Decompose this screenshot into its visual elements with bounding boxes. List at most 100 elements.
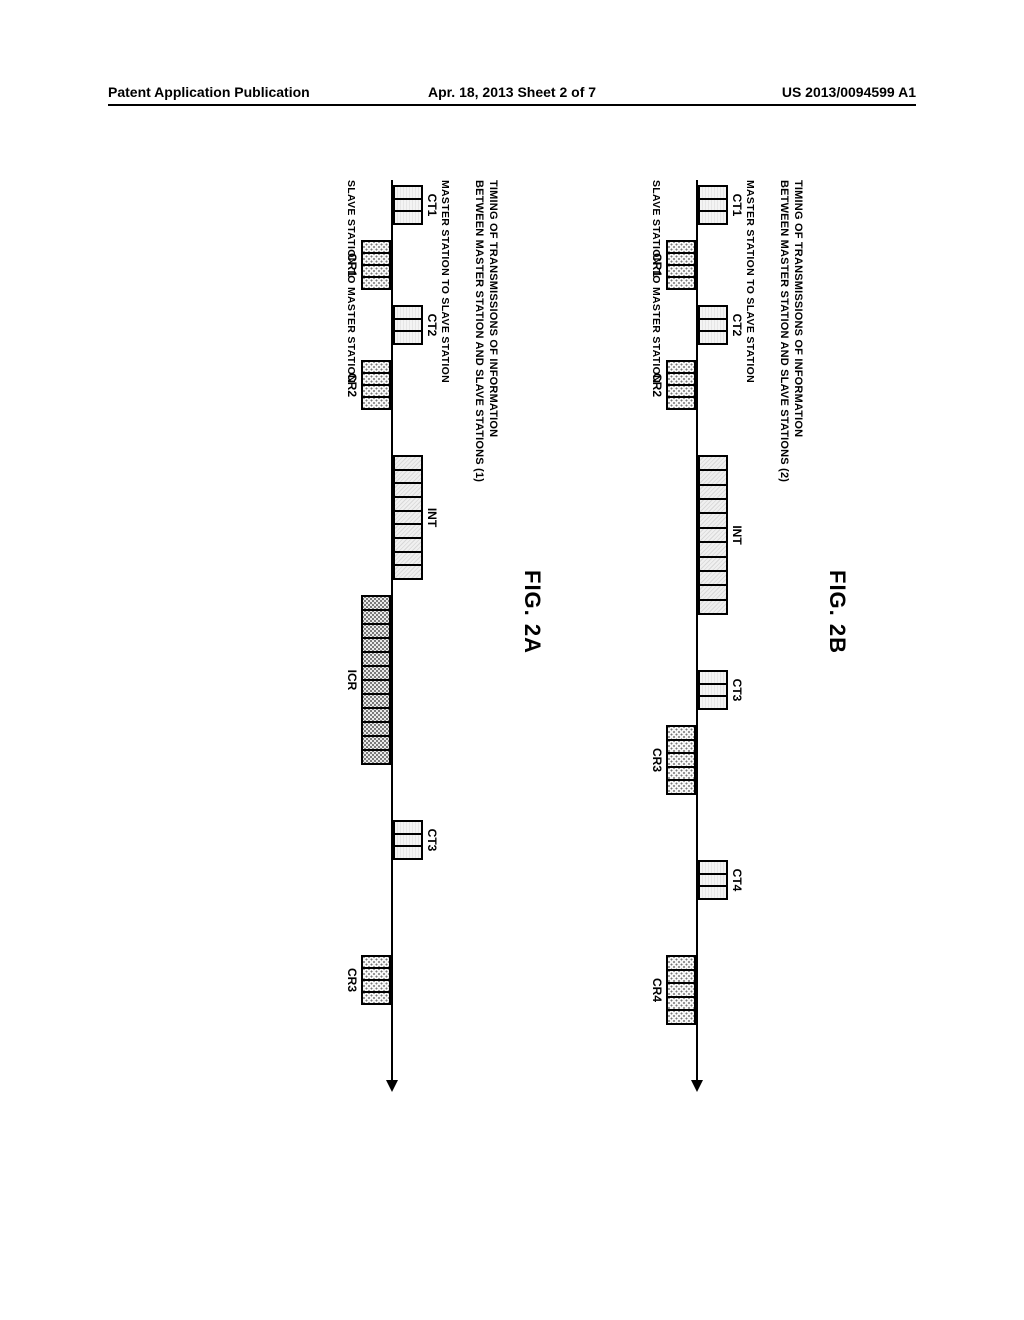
segment-cell <box>700 672 726 685</box>
segment-cell <box>363 611 389 625</box>
fig-2a-subtitle: TIMING OF TRANSMISSIONS OF INFORMATION B… <box>472 180 500 482</box>
header-center: Apr. 18, 2013 Sheet 2 of 7 <box>428 84 596 100</box>
segment-label-CR1b: CR1 <box>650 247 664 283</box>
segment-cell <box>363 374 389 386</box>
fig-2b-sub2: BETWEEN MASTER STATION AND SLAVE STATION… <box>778 180 790 482</box>
segment-cell <box>668 984 694 998</box>
segment-cell <box>668 266 694 278</box>
segment-label-CR4b: CR4 <box>650 972 664 1008</box>
segment-cell <box>700 200 726 213</box>
segment-label-ICR: ICR <box>345 662 359 698</box>
segment-cell <box>363 681 389 695</box>
segment-CR2a <box>361 360 391 410</box>
segment-cell <box>700 457 726 471</box>
fig-2a-sub2: BETWEEN MASTER STATION AND SLAVE STATION… <box>473 180 485 482</box>
segment-cell <box>668 768 694 782</box>
segment-cell <box>700 332 726 343</box>
segment-cell <box>395 332 421 343</box>
segment-CR1a <box>361 240 391 290</box>
segment-cell <box>395 525 421 539</box>
fig-2a-title: FIG. 2A <box>519 570 545 654</box>
segment-cell <box>363 639 389 653</box>
segment-cell <box>700 187 726 200</box>
segment-label-CT2b: CT2 <box>730 307 744 343</box>
segment-cell <box>700 558 726 572</box>
segment-cell <box>700 697 726 708</box>
segment-label-CT1b: CT1 <box>730 187 744 223</box>
segment-cell <box>668 998 694 1012</box>
figure-2a: FIG. 2A TIMING OF TRANSMISSIONS OF INFOR… <box>245 180 545 1120</box>
segment-cell <box>668 242 694 254</box>
segment-label-CT3a: CT3 <box>425 822 439 858</box>
segment-cell <box>363 242 389 254</box>
segment-cell <box>363 667 389 681</box>
segment-cell <box>363 266 389 278</box>
segment-INTa <box>393 455 423 580</box>
fig-2a-master-label: MASTER STATION TO SLAVE STATION <box>439 180 451 383</box>
segment-CR4b <box>666 955 696 1025</box>
segment-cell <box>363 398 389 408</box>
segment-cell <box>363 981 389 993</box>
segment-cell <box>363 695 389 709</box>
fig-2b-master-label: MASTER STATION TO SLAVE STATION <box>744 180 756 383</box>
segment-cell <box>700 471 726 485</box>
segment-cell <box>668 1011 694 1023</box>
segment-cell <box>700 212 726 223</box>
segment-label-CR1a: CR1 <box>345 247 359 283</box>
fig-2a-sub1: TIMING OF TRANSMISSIONS OF INFORMATION <box>487 180 499 437</box>
segment-cell <box>668 727 694 741</box>
segment-cell <box>700 543 726 557</box>
header-right: US 2013/0094599 A1 <box>782 84 916 100</box>
segment-cell <box>395 484 421 498</box>
segment-cell <box>395 320 421 333</box>
segment-cell <box>700 486 726 500</box>
segment-ICR <box>361 595 391 765</box>
segment-cell <box>700 862 726 875</box>
segment-cell <box>668 398 694 408</box>
segment-cell <box>363 957 389 969</box>
segment-cell <box>395 498 421 512</box>
segment-cell <box>363 993 389 1003</box>
segment-cell <box>363 723 389 737</box>
segment-cell <box>363 597 389 611</box>
segment-cell <box>395 212 421 223</box>
segment-cell <box>395 566 421 578</box>
segment-cell <box>668 386 694 398</box>
segment-cell <box>700 514 726 528</box>
segment-cell <box>363 653 389 667</box>
segment-cell <box>363 737 389 751</box>
segment-cell <box>668 362 694 374</box>
segment-cell <box>668 781 694 793</box>
segment-cell <box>700 529 726 543</box>
segment-cell <box>700 887 726 898</box>
segment-cell <box>395 187 421 200</box>
segment-cell <box>700 685 726 698</box>
segment-cell <box>395 512 421 526</box>
segment-cell <box>395 822 421 835</box>
segment-label-CR3a: CR3 <box>345 962 359 998</box>
segment-CR3b <box>666 725 696 795</box>
segment-cell <box>363 362 389 374</box>
segment-label-CT3b: CT3 <box>730 672 744 708</box>
segment-cell <box>395 553 421 567</box>
segment-cell <box>668 971 694 985</box>
segment-cell <box>700 586 726 600</box>
segment-cell <box>395 307 421 320</box>
segment-cell <box>668 957 694 971</box>
segment-cell <box>395 539 421 553</box>
segment-cell <box>700 500 726 514</box>
segment-CT2b <box>698 305 728 345</box>
segment-CR3a <box>361 955 391 1005</box>
segment-cell <box>395 200 421 213</box>
segment-cell <box>668 754 694 768</box>
segment-cell <box>395 835 421 848</box>
segment-label-INTb: INT <box>730 517 744 553</box>
segment-CT1b <box>698 185 728 225</box>
segment-cell <box>700 875 726 888</box>
segment-label-CT4b: CT4 <box>730 862 744 898</box>
segment-cell <box>363 254 389 266</box>
segment-cell <box>363 709 389 723</box>
segment-cell <box>363 386 389 398</box>
segment-cell <box>363 751 389 763</box>
segment-cell <box>668 254 694 266</box>
